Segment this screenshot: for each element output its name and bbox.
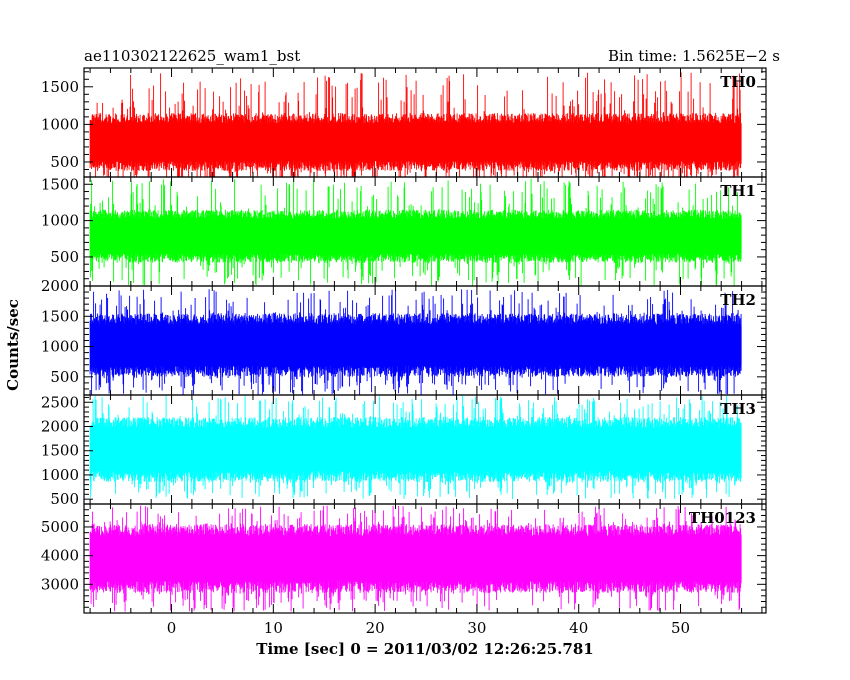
y-tick-label: 500 (50, 368, 79, 386)
y-tick-label: 1000 (41, 338, 79, 356)
x-tick-label: 50 (671, 619, 690, 637)
panel-th3: 500 1000 1500 2000 2500 TH3 (41, 393, 767, 508)
panel-th2: 500 1000 1500 2000 TH2 (41, 277, 767, 396)
y-tick-label: 1000 (41, 212, 79, 230)
y-tick-label: 500 (50, 248, 79, 266)
x-tick-label: 40 (569, 619, 588, 637)
y-tick-label: 500 (50, 490, 79, 508)
y-tick-label: 4000 (41, 547, 79, 565)
x-axis-label: Time [sec] 0 = 2011/03/02 12:26:25.781 (256, 640, 593, 658)
panel-label-th0123: TH0123 (689, 509, 756, 527)
y-tick-label: 500 (50, 153, 79, 171)
y-tick-label: 2500 (41, 393, 79, 411)
panel-label-th2: TH2 (720, 291, 756, 309)
panel-label-th0: TH0 (720, 73, 756, 91)
plot-title: ae110302122625_wam1_bst (84, 47, 300, 65)
panel-label-th1: TH1 (720, 182, 756, 200)
series-line-th3 (89, 395, 742, 500)
y-tick-label: 1500 (41, 442, 79, 460)
series-line-th0 (89, 72, 742, 177)
y-tick-label: 5000 (41, 518, 79, 536)
bin-time-label: Bin time: 1.5625E−2 s (608, 47, 780, 65)
series-line-th1 (89, 178, 742, 286)
x-tick-label: 10 (264, 619, 283, 637)
series-line-th0123 (89, 505, 742, 612)
series-line-th2 (89, 289, 742, 395)
y-tick-label: 1000 (41, 466, 79, 484)
y-tick-label: 2000 (41, 277, 79, 295)
x-tick-labels: 0 10 20 30 40 50 (167, 619, 690, 637)
y-tick-label: 1500 (41, 307, 79, 325)
y-tick-label: 1000 (41, 115, 79, 133)
x-tick-label: 0 (167, 619, 177, 637)
y-axis-label: Counts/sec (4, 299, 22, 391)
panel-frame (83, 503, 767, 614)
x-tick-label: 20 (366, 619, 385, 637)
y-tick-label: 1500 (41, 78, 79, 96)
y-tick-label: 2000 (41, 417, 79, 435)
panel-th1: 500 1000 1500 TH1 (41, 175, 767, 287)
y-tick-label: 3000 (41, 575, 79, 593)
x-tick-label: 30 (467, 619, 486, 637)
panel-label-th3: TH3 (720, 400, 756, 418)
panel-th0123: 3000 4000 5000 TH0123 (41, 503, 767, 614)
y-tick-label: 1500 (41, 175, 79, 193)
